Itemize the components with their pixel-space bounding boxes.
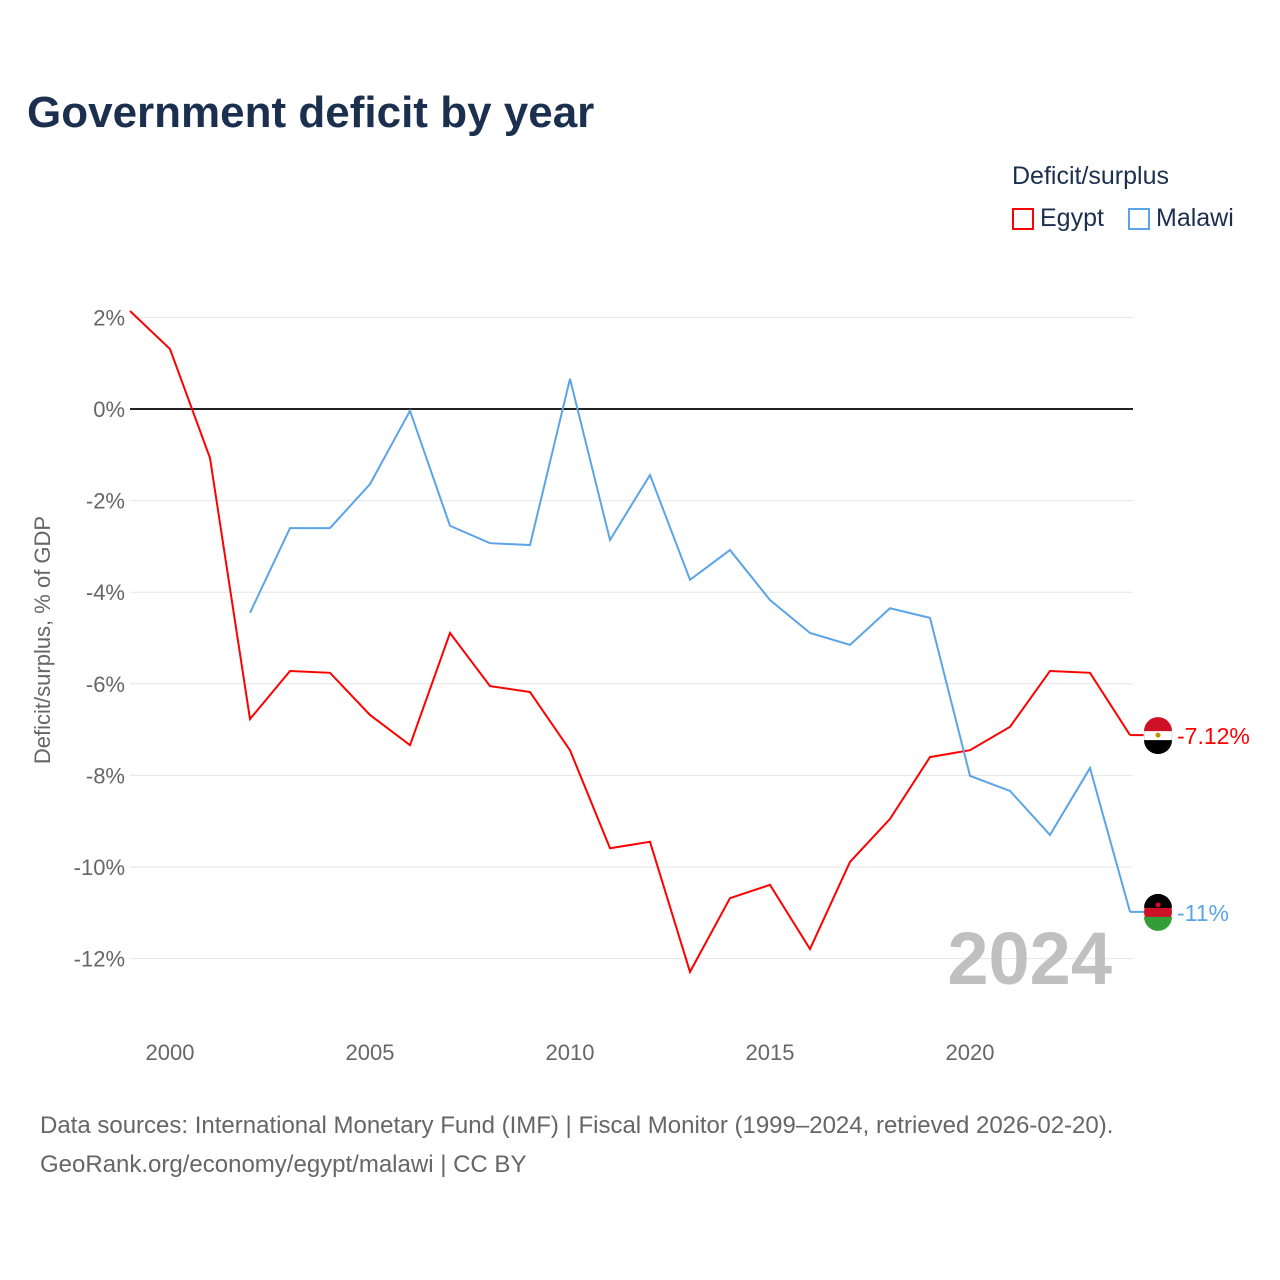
end-value-label: -7.12% bbox=[1177, 723, 1250, 749]
legend-label: Egypt bbox=[1040, 204, 1104, 232]
flag-emblem bbox=[1155, 732, 1161, 738]
y-tick-label: -4% bbox=[86, 580, 125, 605]
year-watermark: 2024 bbox=[947, 917, 1112, 1000]
line-chart: 2% 0% -2% -4% -6% -8% -10% -12% 2000 2005 2010 2015… bbox=[30, 305, 1250, 1065]
flag-stripe bbox=[1144, 717, 1172, 732]
legend-swatch-egypt bbox=[1012, 207, 1034, 230]
legend-swatch-malawi bbox=[1128, 207, 1150, 230]
x-tick-label: 2000 bbox=[146, 1040, 195, 1065]
y-tick-label: 0% bbox=[93, 397, 125, 422]
legend-item-egypt[interactable]: Egypt bbox=[1012, 204, 1104, 233]
legend-title: Deficit/surplus bbox=[1012, 162, 1169, 190]
y-tick-label: 2% bbox=[93, 305, 125, 330]
flag-stripe bbox=[1144, 916, 1172, 931]
end-value-label: -11% bbox=[1177, 900, 1229, 926]
y-tick-label: -8% bbox=[86, 763, 125, 788]
x-tick-label: 2005 bbox=[346, 1040, 395, 1065]
x-tick-label: 2020 bbox=[946, 1040, 995, 1065]
y-tick-label: -2% bbox=[86, 489, 125, 514]
series-line-egypt bbox=[129, 310, 1131, 975]
y-axis-label: Deficit/surplus, % of GDP bbox=[30, 516, 55, 764]
x-tick-label: 2010 bbox=[546, 1040, 595, 1065]
series-line-malawi bbox=[249, 378, 1131, 913]
chart-title: Government deficit by year bbox=[27, 88, 595, 137]
source-line-1: Data sources: International Monetary Fun… bbox=[40, 1112, 1114, 1139]
flag-stripe bbox=[1144, 893, 1172, 908]
source-line-2[interactable]: GeoRank.org/economy/egypt/malawi | CC BY bbox=[40, 1151, 527, 1178]
legend-label: Malawi bbox=[1156, 204, 1234, 232]
source-note: Data sources: International Monetary Fun… bbox=[40, 1106, 1113, 1184]
y-tick-label: -6% bbox=[86, 672, 125, 697]
flag-stripe bbox=[1144, 740, 1172, 755]
flag-sun bbox=[1155, 902, 1161, 908]
x-tick-label: 2015 bbox=[746, 1040, 795, 1065]
y-tick-label: -12% bbox=[74, 947, 125, 972]
legend-item-malawi[interactable]: Malawi bbox=[1128, 204, 1234, 233]
y-tick-label: -10% bbox=[74, 855, 125, 880]
